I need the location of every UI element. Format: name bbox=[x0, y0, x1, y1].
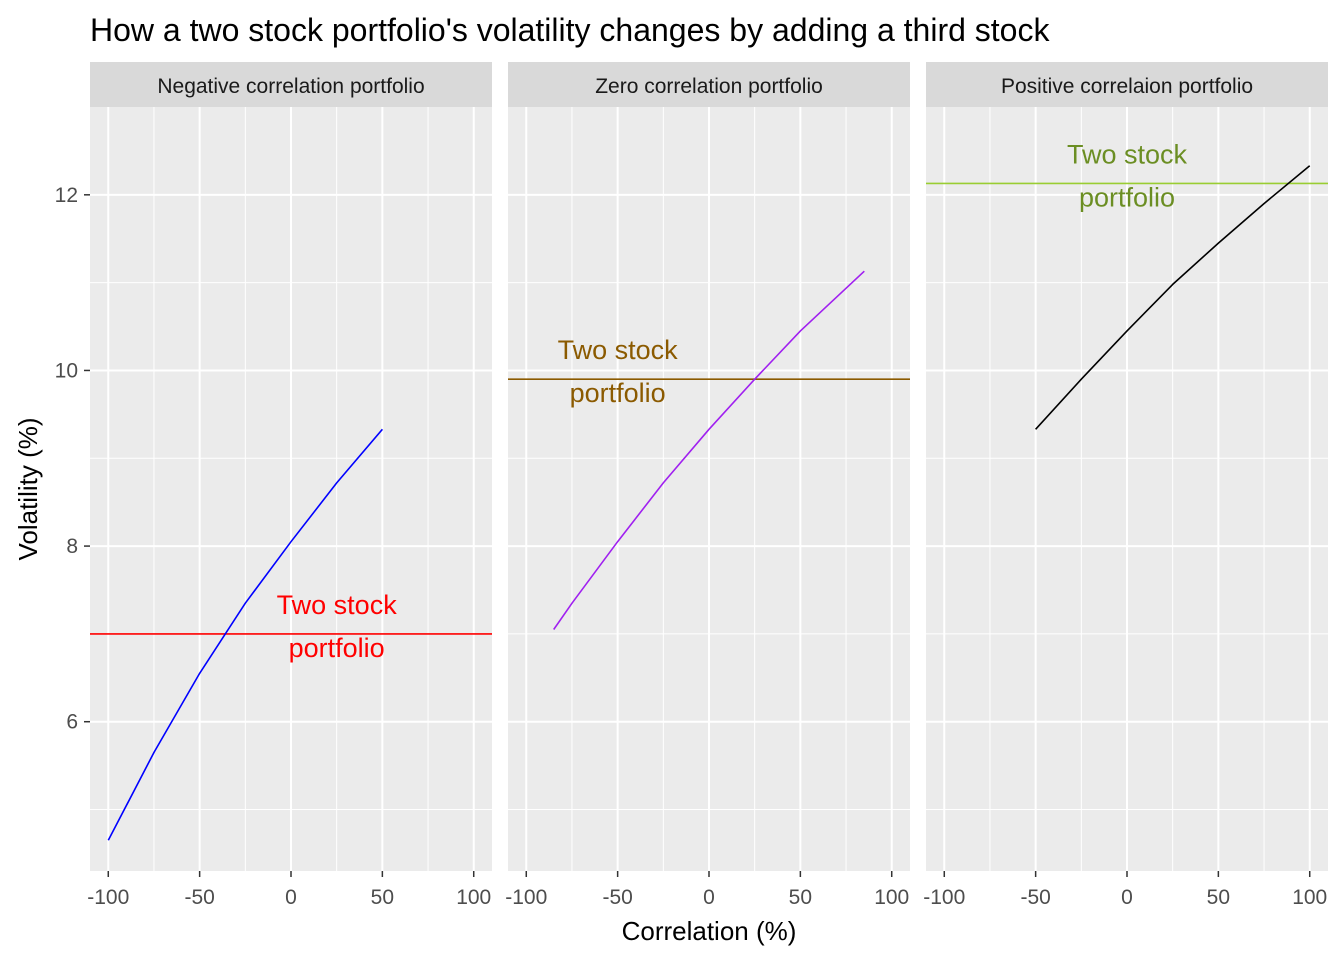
annotation-line-2: portfolio bbox=[570, 378, 666, 408]
annotation-line-1: Two stock bbox=[558, 335, 679, 365]
x-tick-label: -50 bbox=[1020, 886, 1050, 909]
x-tick-label: 50 bbox=[371, 886, 394, 909]
x-tick-label: 100 bbox=[1292, 886, 1327, 909]
x-tick-label: 50 bbox=[1207, 886, 1230, 909]
x-tick-label: 0 bbox=[703, 886, 715, 909]
strip-background bbox=[508, 62, 910, 107]
annotation-line-1: Two stock bbox=[277, 590, 398, 620]
x-tick-label: 0 bbox=[285, 886, 297, 909]
strip-label: Positive correlaion portfolio bbox=[1001, 75, 1253, 98]
y-tick-label: 12 bbox=[55, 184, 78, 207]
panel-2: Zero correlation portfolio Two stock portf… bbox=[505, 62, 910, 909]
strip-label: Negative correlation portfolio bbox=[157, 75, 424, 98]
volatility-series-line bbox=[107, 428, 384, 841]
y-tick-label: 10 bbox=[55, 359, 78, 382]
x-tick-label: -50 bbox=[602, 886, 632, 909]
annotation-line-2: portfolio bbox=[1079, 182, 1175, 212]
x-axis-title: Correlation (%) bbox=[622, 916, 797, 946]
x-tick-label: 100 bbox=[456, 886, 491, 909]
x-tick-label: 100 bbox=[874, 886, 909, 909]
x-tick-label: -50 bbox=[184, 886, 214, 909]
x-tick-label: 50 bbox=[789, 886, 812, 909]
y-axis: 6 8 10 12 bbox=[55, 184, 90, 734]
strip-label: Zero correlation portfolio bbox=[595, 75, 823, 98]
volatility-series-line bbox=[553, 270, 865, 630]
x-tick-label: 0 bbox=[1121, 886, 1133, 909]
panels: Negative correlation portfolio Two stock p… bbox=[87, 62, 1328, 909]
x-tick-label: -100 bbox=[87, 886, 129, 909]
annotation-line-1: Two stock bbox=[1067, 139, 1188, 169]
y-axis-title: Volatility (%) bbox=[13, 417, 43, 560]
y-tick-label: 6 bbox=[66, 711, 78, 734]
x-tick-label: -100 bbox=[923, 886, 965, 909]
volatility-series-line bbox=[1035, 165, 1311, 430]
strip-background bbox=[90, 62, 492, 107]
x-tick-label: -100 bbox=[505, 886, 547, 909]
annotation-line-2: portfolio bbox=[289, 633, 385, 663]
panel-1: Negative correlation portfolio Two stock p… bbox=[87, 62, 492, 909]
panel-3: Positive correlaion portfolio Two stock po… bbox=[923, 62, 1328, 909]
chart-title: How a two stock portfolio's volatility c… bbox=[90, 12, 1050, 48]
y-tick-label: 8 bbox=[66, 535, 78, 558]
strip-background bbox=[926, 62, 1328, 107]
